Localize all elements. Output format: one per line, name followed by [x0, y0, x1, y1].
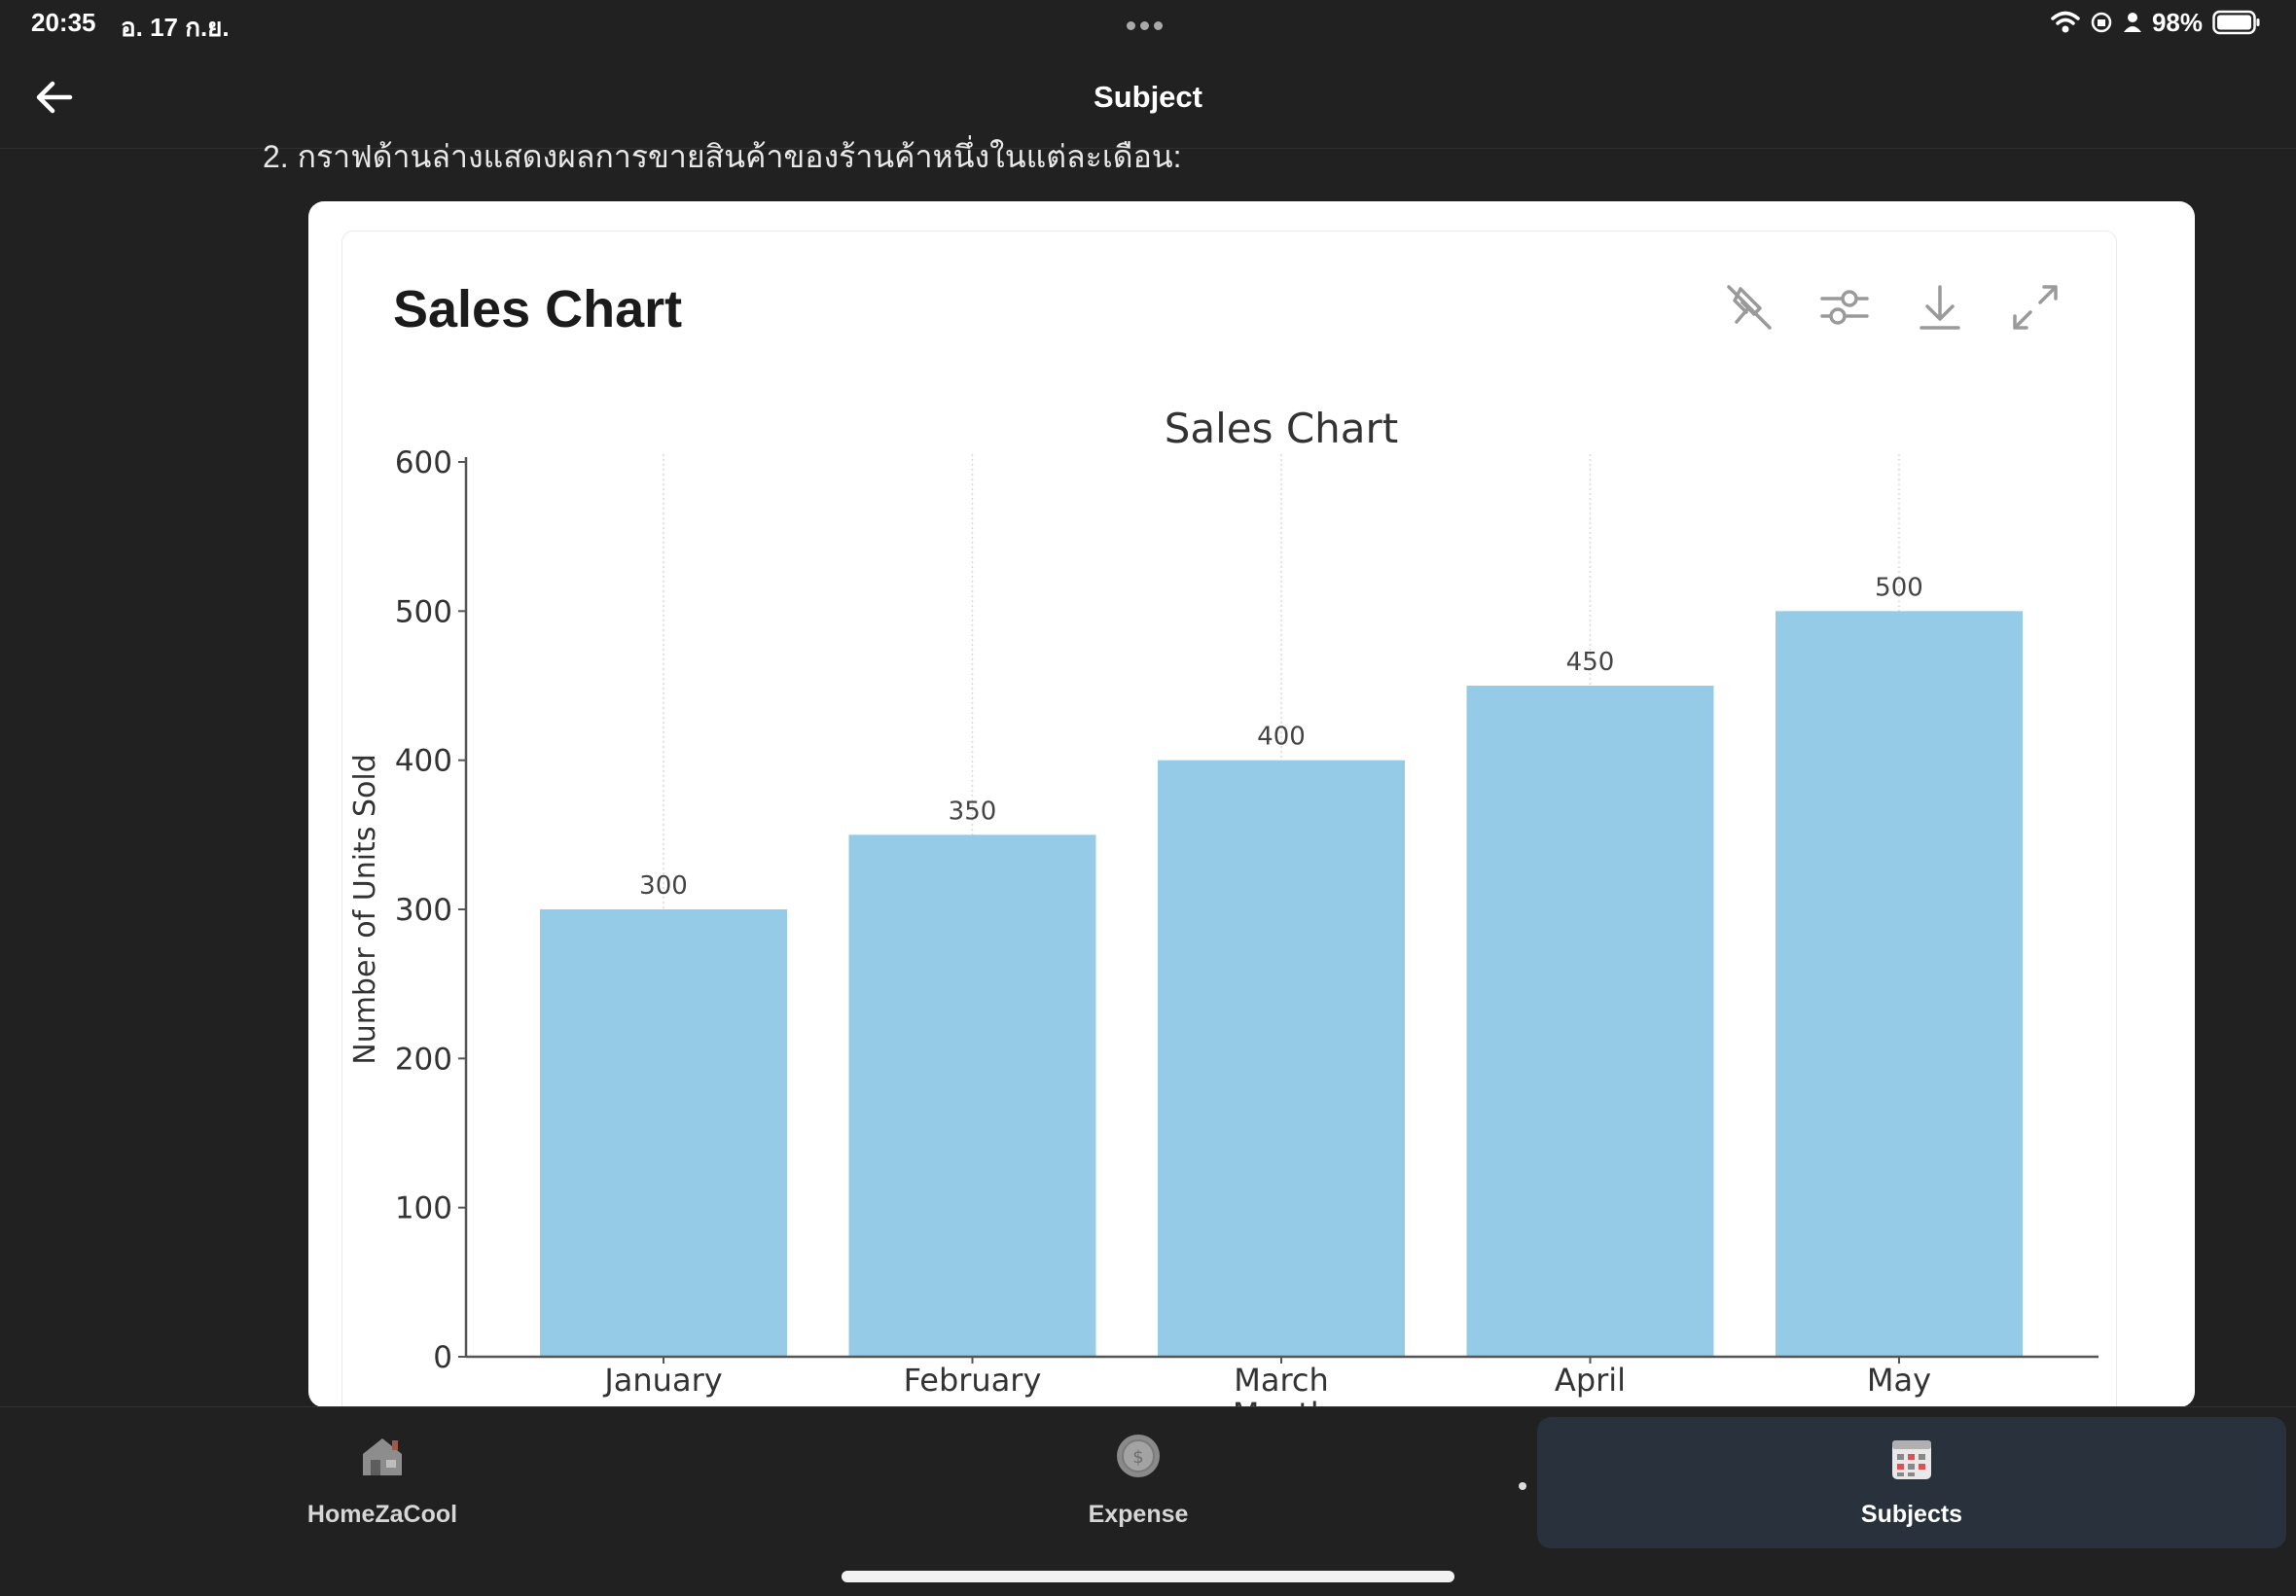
grid-calendar-icon — [1892, 1440, 1931, 1479]
y-tick-label: 600 — [395, 445, 452, 480]
wifi-icon — [2051, 11, 2080, 33]
chart-title: Sales Chart — [1165, 405, 1399, 452]
orientation-lock-icon — [2091, 12, 2112, 33]
svg-text:$: $ — [1132, 1447, 1143, 1468]
y-tick-label: 400 — [395, 744, 452, 779]
expand-icon[interactable] — [2007, 279, 2063, 336]
bar-april — [1466, 686, 1714, 1357]
pin-off-icon[interactable] — [1721, 279, 1777, 336]
x-axis-label: Month — [1233, 1396, 1330, 1407]
battery-percent: 98% — [2151, 7, 2203, 37]
status-bar: 20:35 อ. 17 ก.ย. 98% — [0, 0, 2296, 47]
x-tick-label: January — [602, 1362, 722, 1399]
nav-item-home[interactable]: HomeZaCool — [181, 1407, 584, 1548]
bar-march — [1158, 760, 1405, 1357]
nav-item-subjects[interactable]: Subjects — [1537, 1417, 2286, 1548]
app-header: Subject — [0, 47, 2296, 149]
y-tick-label: 100 — [395, 1191, 452, 1226]
bar-value-label: 350 — [949, 797, 997, 826]
bar-value-label: 300 — [639, 871, 688, 901]
y-tick-label: 0 — [433, 1340, 452, 1375]
bar-february — [848, 834, 1096, 1357]
y-tick-label: 500 — [395, 594, 452, 629]
chart-card-inner — [341, 231, 2117, 1407]
question-text: 2. กราฟด้านล่างแสดงผลการขายสินค้าของร้าน… — [263, 139, 1182, 174]
multitask-dots-icon[interactable] — [1127, 18, 1171, 30]
nav-label-expense: Expense — [1088, 1501, 1189, 1528]
y-tick-label: 200 — [395, 1042, 452, 1077]
bar-value-label: 400 — [1257, 723, 1306, 752]
bar-value-label: 500 — [1875, 573, 1923, 602]
house-icon — [363, 1438, 402, 1475]
sliders-icon[interactable] — [1816, 279, 1873, 336]
page-indicator-dot — [1519, 1482, 1526, 1490]
bar-may — [1776, 611, 2023, 1357]
y-axis-label: Number of Units Sold — [348, 754, 382, 1065]
arrow-left-icon[interactable] — [31, 76, 78, 119]
battery-icon — [2212, 10, 2260, 35]
chart-card-title: Sales Chart — [393, 280, 683, 338]
nav-label-home: HomeZaCool — [306, 1501, 458, 1528]
status-right: 98% — [2051, 6, 2261, 39]
person-icon — [2123, 13, 2141, 32]
chart-card: Sales Chart Sales Chart 300 January 350 Febr… — [308, 201, 2195, 1407]
x-tick-label: April — [1555, 1362, 1626, 1399]
bar-value-label: 450 — [1566, 648, 1615, 677]
download-icon[interactable] — [1912, 279, 1968, 336]
status-date: อ. 17 ก.ย. — [121, 13, 230, 42]
bar-january — [540, 909, 787, 1357]
home-indicator[interactable] — [842, 1571, 1454, 1582]
status-time: 20:35 — [31, 8, 96, 37]
x-tick-label: February — [904, 1362, 1042, 1399]
sales-bar-chart: Sales Chart 300 January 350 February 400 March… — [348, 405, 2099, 1407]
nav-label-subjects: Subjects — [1860, 1501, 1963, 1528]
x-tick-label: May — [1867, 1362, 1931, 1399]
y-tick-label: 300 — [395, 893, 452, 928]
page-title: Subject — [1094, 80, 1202, 114]
x-tick-label: March — [1234, 1362, 1329, 1399]
nav-item-expense[interactable]: $ Expense — [934, 1407, 1343, 1548]
coin-icon: $ — [1117, 1435, 1160, 1477]
bottom-nav: HomeZaCool $ Expense Subjects — [0, 1406, 2296, 1596]
